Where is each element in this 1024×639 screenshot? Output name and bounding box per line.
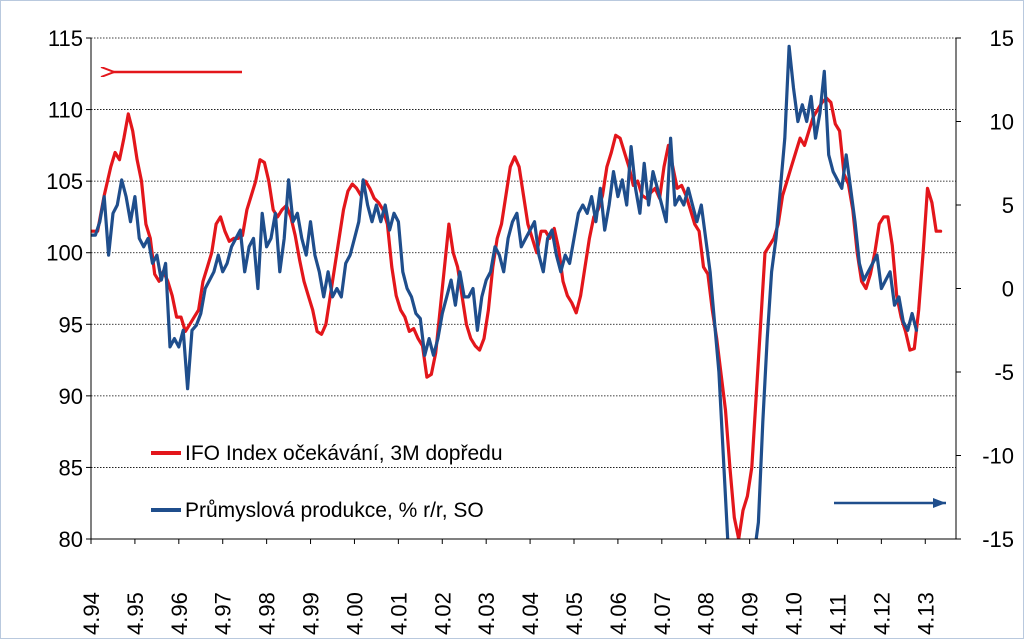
y-left-tick-label: 90 xyxy=(59,384,83,409)
x-tick-label: 4.11 xyxy=(825,594,850,635)
y-left-tick-label: 100 xyxy=(46,241,83,266)
y-right-tick-label: -5 xyxy=(994,360,1014,385)
y-left-tick-label: 115 xyxy=(48,26,83,51)
y-left-tick-label: 95 xyxy=(59,312,83,337)
x-tick-label: 4.98 xyxy=(255,592,280,635)
x-tick-label: 4.95 xyxy=(123,592,148,635)
legend: IFO Index očekávání, 3M dopředu Průmyslo… xyxy=(151,442,503,522)
series-line-ifo xyxy=(91,96,943,539)
x-tick-label: 4.10 xyxy=(782,592,807,635)
y-left-tick-label: 105 xyxy=(46,169,83,194)
axes: 80 85 90 95 100 105 110 115 -15 -10 -5 0 5 10 15 4.94 4.… xyxy=(46,26,1014,635)
x-tick-label: 4.02 xyxy=(430,592,455,635)
x-tick-label: 4.07 xyxy=(650,592,675,635)
series-layer xyxy=(91,44,943,539)
y-right-tick-label: 0 xyxy=(1002,277,1014,302)
x-tick-label: 4.05 xyxy=(562,592,587,635)
x-tick-label: 4.99 xyxy=(299,592,324,635)
gridlines xyxy=(91,37,956,468)
y-left-tick-label: 85 xyxy=(59,455,83,480)
x-tick-label: 4.94 xyxy=(79,592,104,635)
y-right-tick-label: -10 xyxy=(982,444,1014,469)
x-tick-label: 4.13 xyxy=(913,592,938,635)
x-tick-label: 4.01 xyxy=(386,592,411,635)
series-line-production xyxy=(91,44,919,539)
y-right-tick-label: -15 xyxy=(982,527,1014,552)
legend-label-ifo: IFO Index očekávání, 3M dopředu xyxy=(185,442,503,465)
x-tick-label: 4.00 xyxy=(342,592,367,635)
y-left-tick-label: 110 xyxy=(48,98,83,123)
x-tick-label: 4.06 xyxy=(606,592,631,635)
x-tick-label: 4.97 xyxy=(211,592,236,635)
y-right-tick-label: 10 xyxy=(990,110,1014,135)
y-right-tick-label: 5 xyxy=(1002,193,1014,218)
y-right-tick-label: 15 xyxy=(990,26,1014,51)
y-left-tick-label: 80 xyxy=(59,527,83,552)
x-tick-label: 4.03 xyxy=(474,592,499,635)
x-tick-label: 4.04 xyxy=(518,592,543,635)
x-tick-label: 4.09 xyxy=(738,592,763,635)
x-tick-label: 4.12 xyxy=(869,592,894,635)
x-tick-label: 4.96 xyxy=(167,592,192,635)
x-tick-label: 4.08 xyxy=(694,592,719,635)
legend-label-production: Průmyslová produkce, % r/r, SO xyxy=(185,499,484,522)
